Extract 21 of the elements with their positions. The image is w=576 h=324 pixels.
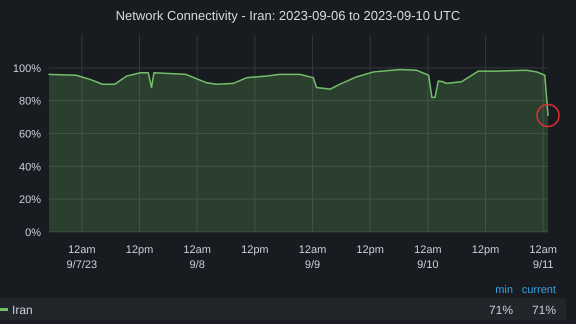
y-tick-label: 80%	[18, 96, 42, 108]
x-tick-label: 12am 9/9	[298, 244, 326, 271]
chart-title: Network Connectivity - Iran: 2023-09-06 to 2023-09-10 UTC	[116, 8, 460, 23]
x-tick-label: 12am 9/8	[183, 244, 211, 271]
x-tick-label: 12am 9/7/23	[66, 244, 98, 271]
y-tick-label: 20%	[18, 194, 42, 206]
x-tick-label: 12am 9/10	[414, 244, 442, 271]
text: 71%	[488, 303, 514, 317]
text: min	[495, 284, 513, 296]
y-tick-label: 0%	[25, 227, 42, 239]
y-tick-label: 100%	[12, 62, 42, 75]
text: 71%	[532, 303, 556, 317]
legend-label: Iran	[12, 303, 33, 317]
x-tick-label: 12pm	[472, 244, 500, 256]
text: current	[522, 284, 556, 296]
x-tick-label: 12pm	[356, 244, 384, 256]
x-tick-label: 12pm	[241, 244, 269, 256]
y-tick-label: 60%	[18, 128, 42, 140]
x-tick-label: 12am 9/11	[529, 244, 557, 271]
y-tick-label: 40%	[18, 161, 42, 174]
x-tick-label: 12pm	[126, 244, 154, 256]
